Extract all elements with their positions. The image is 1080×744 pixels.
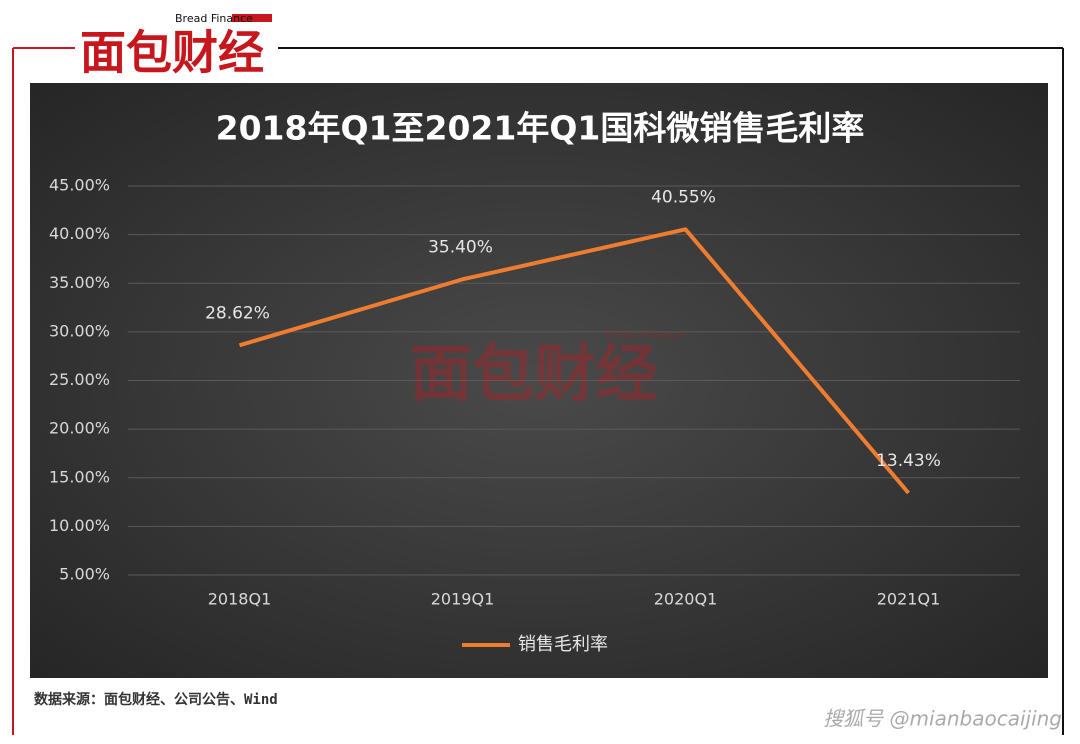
x-tick-label: 2020Q1 xyxy=(654,590,718,609)
x-tick-label: 2021Q1 xyxy=(877,590,941,609)
chart-title: 2018年Q1至2021年Q1国科微销售毛利率 xyxy=(216,109,865,148)
y-tick-label: 45.00% xyxy=(49,176,110,195)
y-tick-label: 25.00% xyxy=(49,370,110,389)
y-tick-label: 40.00% xyxy=(49,224,110,243)
watermark-subtitle: Bread Finance xyxy=(605,328,683,341)
data-label: 35.40% xyxy=(428,237,493,257)
y-tick-label: 20.00% xyxy=(49,419,110,438)
logo: 面包财经 xyxy=(80,26,264,80)
logo-subtitle: Bread Finance xyxy=(175,12,253,25)
watermark-logo: 面包财经 xyxy=(410,337,658,410)
y-tick-label: 5.00% xyxy=(59,565,110,584)
logo-bar xyxy=(232,14,272,22)
y-tick-label: 15.00% xyxy=(49,467,110,486)
x-tick-label: 2018Q1 xyxy=(208,590,272,609)
y-tick-label: 35.00% xyxy=(49,273,110,292)
line xyxy=(238,227,911,495)
data-label: 28.62% xyxy=(205,303,270,323)
y-tick-label: 30.00% xyxy=(49,321,110,340)
source: 数据来源：面包财经、公司公告、Wind xyxy=(34,691,278,708)
legend-label: 销售毛利率 xyxy=(518,634,608,655)
data-label: 40.55% xyxy=(651,187,716,207)
data-label: 13.43% xyxy=(876,451,941,471)
watermark: 搜狐号 @mianbaocaijing xyxy=(823,707,1062,731)
y-tick-label: 10.00% xyxy=(49,516,110,535)
x-tick-label: 2019Q1 xyxy=(431,590,495,609)
